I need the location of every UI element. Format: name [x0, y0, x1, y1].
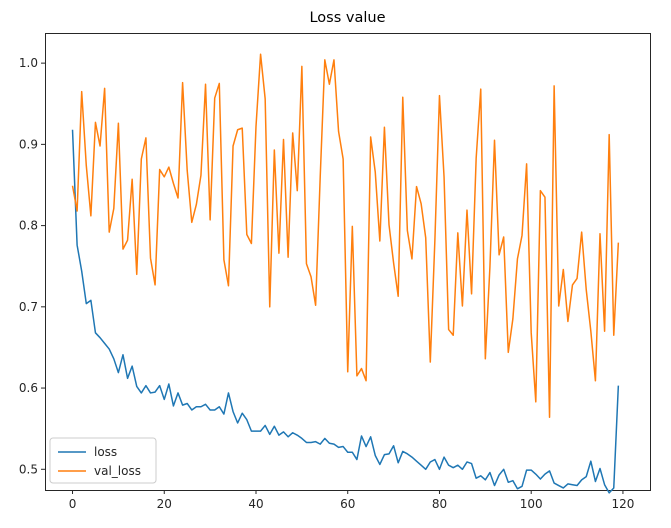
x-tick-label: 20	[157, 497, 172, 511]
legend: loss val_loss	[49, 437, 157, 484]
plot-lines	[71, 53, 620, 494]
y-tick-label: 0.9	[19, 137, 38, 151]
x-tick-label: 120	[611, 497, 634, 511]
y-tick-label: 1.0	[19, 56, 38, 70]
x-tick-label: 40	[248, 497, 263, 511]
y-tick-label: 0.5	[19, 462, 38, 476]
series-line-loss	[71, 129, 620, 494]
x-tick-label: 80	[432, 497, 447, 511]
y-tick-label: 0.6	[19, 381, 38, 395]
y-axis: 0.5 0.6 0.7 0.8 0.9 1.0	[19, 56, 45, 476]
series-line-val-loss	[71, 53, 620, 419]
x-tick-label: 60	[340, 497, 355, 511]
x-axis: 0 20 40 60 80 100 120	[69, 490, 634, 511]
x-tick-label: 100	[520, 497, 543, 511]
legend-label: val_loss	[94, 464, 141, 478]
chart-title: Loss value	[309, 10, 385, 26]
x-tick-label: 0	[69, 497, 77, 511]
legend-label: loss	[94, 445, 117, 459]
y-tick-label: 0.7	[19, 300, 38, 314]
y-tick-label: 0.8	[19, 219, 38, 233]
